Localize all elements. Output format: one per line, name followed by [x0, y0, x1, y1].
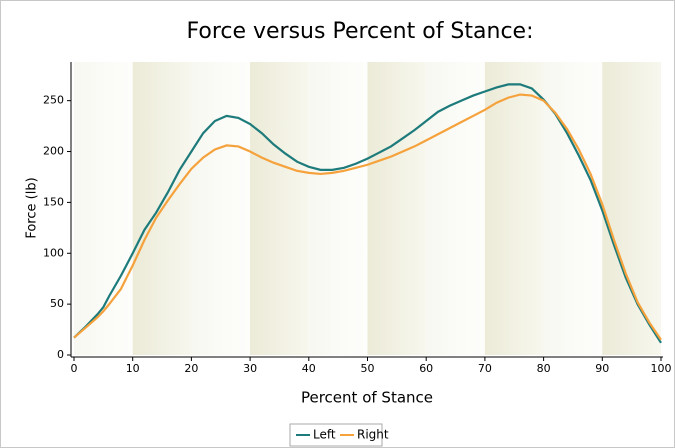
- y-axis-label: Force (lb): [25, 177, 40, 238]
- x-tick-label: 60: [419, 362, 433, 375]
- x-tick-label: 70: [478, 362, 492, 375]
- y-tick-label: 100: [43, 246, 64, 259]
- x-tick-label: 40: [302, 362, 316, 375]
- line-series: [73, 83, 662, 344]
- plot-band: [367, 62, 427, 355]
- y-tick-label: 150: [43, 195, 64, 208]
- x-tick-label: 30: [243, 362, 257, 375]
- legend-label: Right: [357, 428, 389, 442]
- legend-box: [289, 423, 383, 447]
- x-tick-label: 100: [651, 362, 672, 375]
- plot-band: [602, 62, 661, 355]
- plot-background: [74, 62, 661, 355]
- x-tick-label: 90: [595, 362, 609, 375]
- x-tick-label: 50: [361, 362, 375, 375]
- y-tick-label: 0: [57, 348, 64, 361]
- line-series: [73, 93, 662, 341]
- x-axis-label: Percent of Stance: [301, 389, 433, 407]
- plot-band: [426, 62, 485, 355]
- plot-band: [484, 62, 544, 355]
- y-tick-label: 250: [43, 94, 64, 107]
- chart-title: Force versus Percent of Stance:: [186, 19, 533, 44]
- plot-band: [543, 62, 603, 355]
- legend-label: Left: [313, 428, 336, 442]
- plot-band: [250, 62, 309, 355]
- x-tick-label: 20: [184, 362, 198, 375]
- x-tick-label: 10: [126, 362, 140, 375]
- x-tick-label: 80: [537, 362, 551, 375]
- plot-band: [191, 62, 251, 355]
- y-tick-label: 200: [43, 145, 64, 158]
- y-tick-label: 50: [50, 297, 64, 310]
- plot-band: [308, 62, 368, 355]
- x-tick-label: 0: [71, 362, 78, 375]
